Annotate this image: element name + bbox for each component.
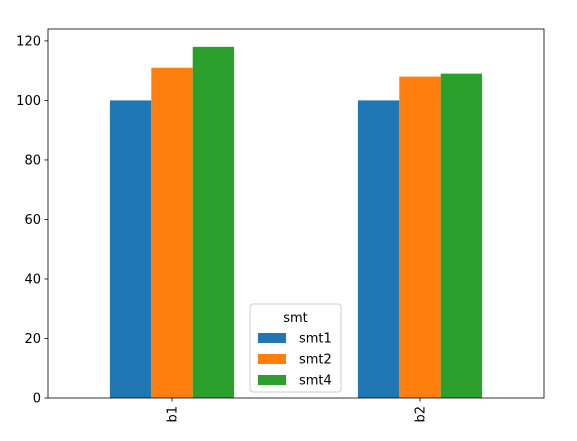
legend: smt smt1 smt2 smt4 bbox=[249, 303, 342, 393]
legend-swatch-smt2 bbox=[258, 354, 286, 364]
y-tick-label-120: 120 bbox=[16, 34, 41, 49]
y-tick-label-20: 20 bbox=[24, 332, 41, 347]
legend-swatch-smt4 bbox=[258, 375, 286, 385]
axes-layer: 0 20 40 60 80 100 120 b1 b2 bbox=[16, 28, 545, 423]
y-tick-label-40: 40 bbox=[24, 272, 41, 287]
legend-title: smt bbox=[283, 311, 308, 326]
x-tick-label-b1: b1 bbox=[166, 406, 181, 423]
y-tick-label-60: 60 bbox=[24, 213, 41, 228]
bars-layer bbox=[109, 46, 483, 399]
x-tick-label-b2: b2 bbox=[414, 406, 429, 423]
bar-smt4-b1 bbox=[192, 46, 235, 398]
bar-smt1-b1 bbox=[109, 100, 152, 399]
legend-label-smt2: smt2 bbox=[299, 353, 332, 368]
bar-smt2-b1 bbox=[151, 67, 193, 398]
bar-smt2-b2 bbox=[399, 76, 441, 399]
legend-label-smt1: smt1 bbox=[299, 332, 332, 347]
legend-label-smt4: smt4 bbox=[299, 374, 332, 389]
legend-swatch-smt1 bbox=[258, 333, 286, 343]
legend-box bbox=[249, 303, 342, 393]
y-tick-label-100: 100 bbox=[16, 94, 41, 109]
y-tick-label-80: 80 bbox=[24, 153, 41, 168]
y-tick-label-0: 0 bbox=[33, 392, 41, 407]
bar-smt4-b2 bbox=[440, 73, 483, 398]
bar-smt1-b2 bbox=[357, 100, 400, 399]
plot-frame bbox=[47, 28, 545, 399]
